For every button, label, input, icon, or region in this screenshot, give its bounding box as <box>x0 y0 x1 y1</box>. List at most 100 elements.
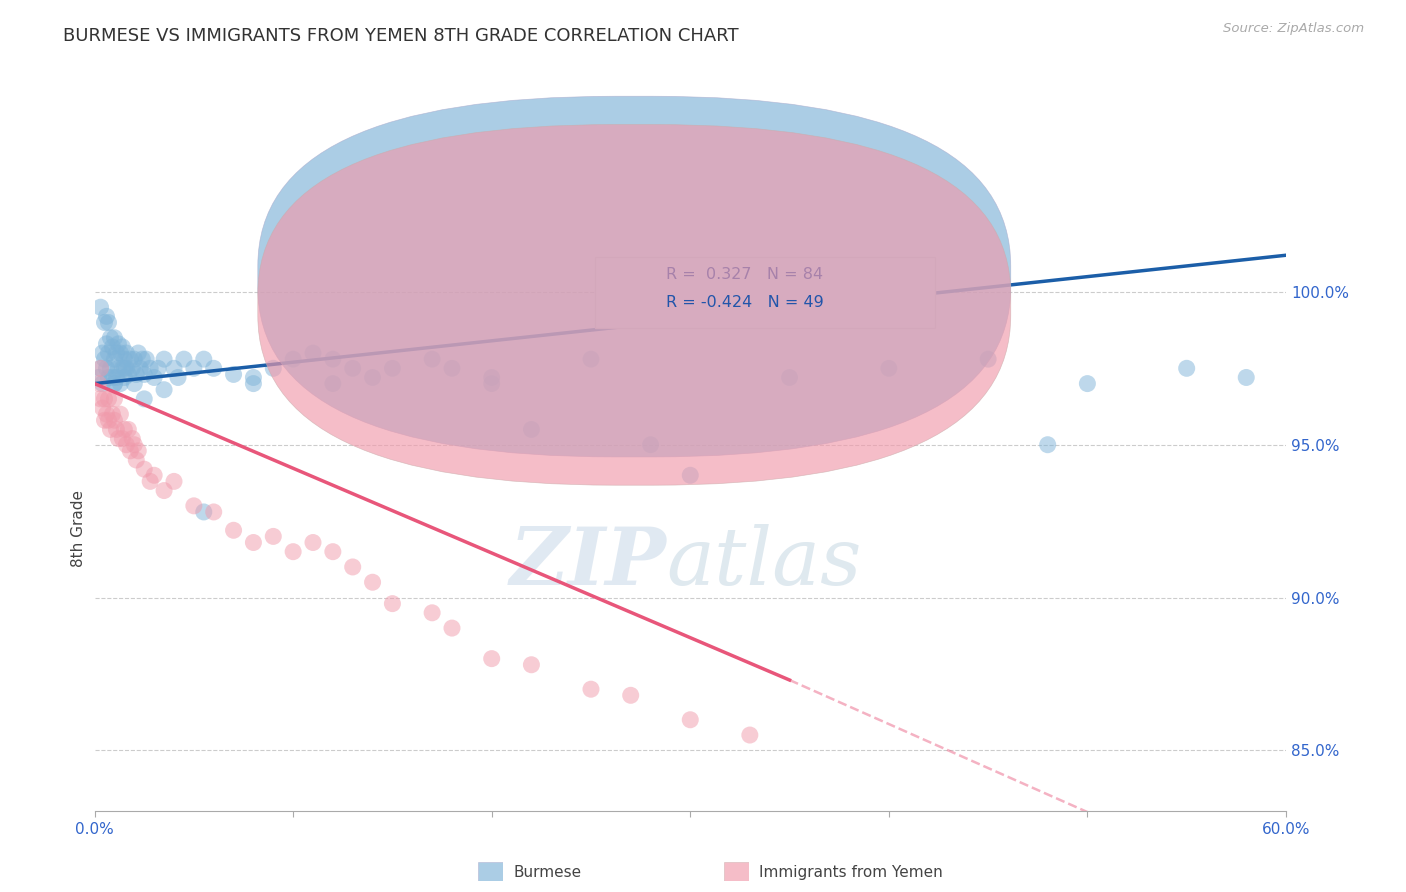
Point <box>103 331 125 345</box>
Point <box>1076 376 1098 391</box>
Point <box>139 361 162 376</box>
Point <box>96 407 118 421</box>
Point <box>322 352 344 367</box>
Point <box>115 346 138 360</box>
Point <box>96 310 118 324</box>
Point <box>322 544 344 558</box>
Point <box>877 361 900 376</box>
FancyBboxPatch shape <box>257 125 1011 485</box>
Point <box>87 370 110 384</box>
Point <box>173 352 195 367</box>
Point <box>143 370 166 384</box>
Point <box>440 361 463 376</box>
Point <box>129 361 152 376</box>
Point <box>262 361 284 376</box>
Text: Source: ZipAtlas.com: Source: ZipAtlas.com <box>1223 22 1364 36</box>
Point <box>579 352 602 367</box>
Point <box>361 575 384 590</box>
Point <box>342 560 364 574</box>
Point <box>127 346 149 360</box>
Point <box>124 438 146 452</box>
Point <box>111 432 134 446</box>
Point <box>977 352 1000 367</box>
Point <box>361 370 384 384</box>
Point <box>481 376 503 391</box>
Text: BURMESE VS IMMIGRANTS FROM YEMEN 8TH GRADE CORRELATION CHART: BURMESE VS IMMIGRANTS FROM YEMEN 8TH GRA… <box>63 27 740 45</box>
Point <box>153 352 176 367</box>
Point <box>481 651 503 665</box>
Point <box>222 523 245 537</box>
Point <box>381 361 404 376</box>
Point <box>97 316 120 330</box>
Point <box>242 376 264 391</box>
Point <box>105 370 128 384</box>
Point <box>302 535 325 549</box>
Point <box>134 392 156 406</box>
Point <box>97 346 120 360</box>
Point <box>96 361 118 376</box>
Point <box>167 370 190 384</box>
Point <box>134 462 156 476</box>
Point <box>381 597 404 611</box>
Point <box>90 392 112 406</box>
Point <box>97 413 120 427</box>
Point <box>117 368 139 382</box>
Point <box>111 340 134 354</box>
Point <box>127 443 149 458</box>
Point <box>107 337 129 351</box>
Point <box>131 352 153 367</box>
Point <box>101 340 124 354</box>
Point <box>103 413 125 427</box>
Point <box>242 370 264 384</box>
Point <box>100 422 122 436</box>
Point <box>738 728 761 742</box>
Point <box>100 361 122 376</box>
Point <box>163 475 186 489</box>
Point <box>679 468 702 483</box>
Point <box>779 370 801 384</box>
Point <box>134 368 156 382</box>
Point <box>222 368 245 382</box>
Point <box>97 392 120 406</box>
Y-axis label: 8th Grade: 8th Grade <box>72 491 86 567</box>
Point <box>262 529 284 543</box>
Point <box>91 401 114 415</box>
Point <box>107 432 129 446</box>
Point <box>112 352 135 367</box>
Point <box>1234 370 1257 384</box>
Point <box>110 376 132 391</box>
Point <box>125 368 148 382</box>
Point <box>90 361 112 376</box>
Point <box>440 621 463 635</box>
Point <box>93 352 115 367</box>
Point <box>281 544 304 558</box>
Point <box>620 688 643 702</box>
Text: Burmese: Burmese <box>513 865 581 880</box>
Point <box>112 370 135 384</box>
Point <box>103 392 125 406</box>
Point <box>153 483 176 498</box>
Point <box>107 361 129 376</box>
Point <box>183 361 205 376</box>
Point <box>322 376 344 391</box>
Point <box>679 713 702 727</box>
Point <box>117 422 139 436</box>
Point <box>112 361 135 376</box>
Point <box>91 376 114 391</box>
Point <box>120 443 142 458</box>
Point <box>139 475 162 489</box>
Point <box>112 422 135 436</box>
Point <box>420 352 443 367</box>
Point <box>93 392 115 406</box>
Point <box>1175 361 1198 376</box>
Point <box>93 413 115 427</box>
Text: R = -0.424   N = 49: R = -0.424 N = 49 <box>666 295 824 310</box>
Point <box>124 376 146 391</box>
Point <box>520 657 543 672</box>
Text: atlas: atlas <box>666 524 862 601</box>
Point <box>101 370 124 384</box>
Point <box>97 370 120 384</box>
FancyBboxPatch shape <box>257 96 1011 457</box>
Point <box>110 407 132 421</box>
Point <box>520 422 543 436</box>
